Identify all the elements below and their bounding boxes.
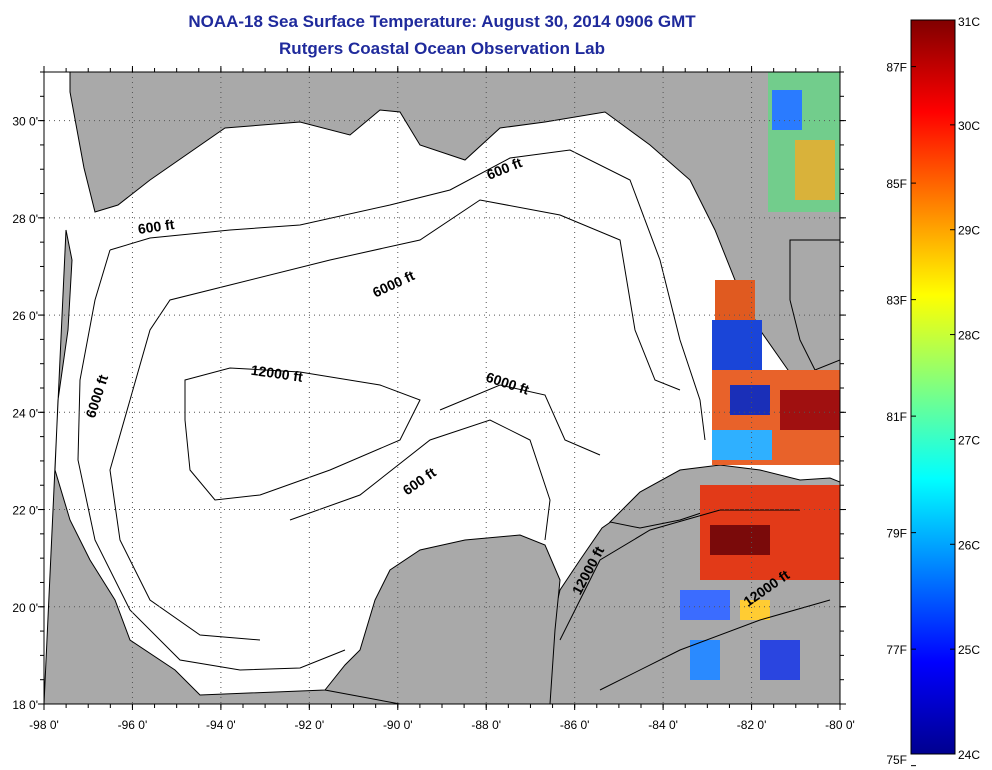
fahrenheit-label: 83F bbox=[886, 294, 907, 308]
lon-tick-label: -86 0' bbox=[560, 718, 590, 732]
fahrenheit-label: 79F bbox=[886, 527, 907, 541]
map-axes: -98 0' -96 0' -94 0' -92 0' -90 0' -88 0' -86 … bbox=[12, 66, 855, 732]
lon-tick-label: -84 0' bbox=[648, 718, 678, 732]
lat-tick-label: 24 0' bbox=[12, 406, 38, 420]
lat-tick-label: 18 0' bbox=[12, 698, 38, 712]
fahrenheit-label: 77F bbox=[886, 643, 907, 657]
contour-600ft bbox=[77, 249, 346, 671]
colorbar-strip bbox=[910, 19, 956, 755]
fahrenheit-label: 81F bbox=[886, 410, 907, 424]
map-title: NOAA-18 Sea Surface Temperature: August … bbox=[188, 12, 696, 31]
contour-12000ft bbox=[184, 367, 421, 501]
lat-tick-label: 20 0' bbox=[12, 601, 38, 615]
celsius-label: 25C bbox=[958, 643, 980, 657]
celsius-label: 28C bbox=[958, 329, 980, 343]
lon-tick-label: -98 0' bbox=[29, 718, 59, 732]
temperature-colorbar: 31C 30C 29C 28C 27C 26C 25C 24C 87F 85F 83F 81F 79F 7… bbox=[886, 15, 980, 767]
fahrenheit-label: 85F bbox=[886, 177, 907, 191]
contour-label: 12000 ft bbox=[250, 362, 304, 385]
lat-tick-label: 30 0' bbox=[12, 115, 38, 129]
celsius-label: 29C bbox=[958, 224, 980, 238]
contour-6000ft bbox=[129, 199, 681, 401]
map-plot-area bbox=[44, 72, 840, 704]
contour-label: 600 ft bbox=[137, 216, 176, 237]
contour-600ft bbox=[109, 149, 706, 441]
map-subtitle: Rutgers Coastal Ocean Observation Lab bbox=[279, 39, 605, 58]
colorbar-labels: 31C 30C 29C 28C 27C 26C 25C 24C 87F 85F 83F 81F 79F 7… bbox=[886, 15, 980, 767]
lon-tick-label: -90 0' bbox=[383, 718, 413, 732]
celsius-label: 27C bbox=[958, 433, 980, 447]
contour-600ft-inner bbox=[289, 419, 551, 541]
sst-data-patches bbox=[680, 72, 840, 680]
contour-12000ft-lower bbox=[599, 599, 831, 691]
celsius-label: 31C bbox=[958, 15, 980, 29]
contour-6000ft bbox=[109, 399, 261, 641]
fahrenheit-label: 75F bbox=[886, 753, 907, 767]
fahrenheit-label: 87F bbox=[886, 61, 907, 75]
lon-tick-label: -92 0' bbox=[295, 718, 325, 732]
lon-tick-label: -96 0' bbox=[118, 718, 148, 732]
contour-6000ft-inner bbox=[439, 384, 601, 456]
lat-tick-label: 22 0' bbox=[12, 504, 38, 518]
lon-tick-label: -80 0' bbox=[825, 718, 855, 732]
lat-tick-label: 28 0' bbox=[12, 212, 38, 226]
lon-tick-label: -82 0' bbox=[737, 718, 767, 732]
celsius-label: 24C bbox=[958, 748, 980, 762]
bathymetry-contours bbox=[77, 149, 831, 691]
celsius-label: 30C bbox=[958, 119, 980, 133]
lat-tick-label: 26 0' bbox=[12, 309, 38, 323]
lon-tick-label: -94 0' bbox=[206, 718, 236, 732]
lon-tick-label: -88 0' bbox=[471, 718, 501, 732]
contour-12000ft-inner bbox=[559, 509, 800, 641]
yucatan-peninsula bbox=[324, 534, 561, 704]
celsius-label: 26C bbox=[958, 538, 980, 552]
